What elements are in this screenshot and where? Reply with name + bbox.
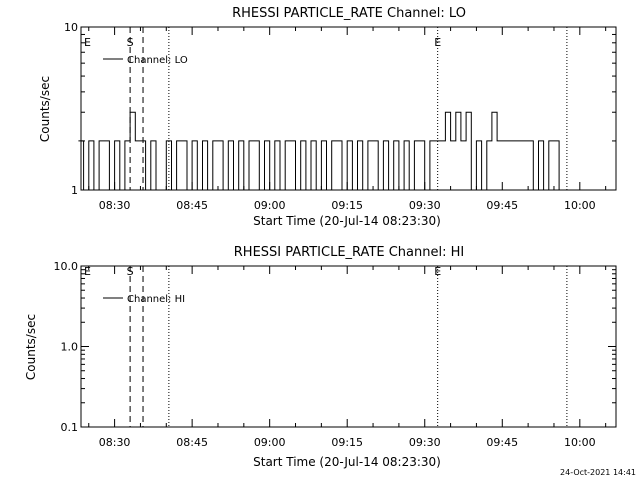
left-marker-lo: E (84, 36, 91, 49)
x-tick-label: 09:00 (254, 436, 286, 449)
panel-hi: RHESSI PARTICLE_RATE Channel: HI 0.1 1.0 1… (24, 245, 617, 469)
x-axis-label-hi: Start Time (20-Jul-14 08:23:30) (253, 455, 441, 469)
x-tick-label: 10:00 (564, 199, 596, 212)
y-tick-label: 1 (71, 184, 78, 197)
x-tick-label: 08:30 (99, 436, 131, 449)
event-marker-label: S (127, 265, 134, 278)
x-tick-label: 08:45 (176, 436, 208, 449)
event-marker-label: E (434, 36, 441, 49)
event-marker-label: E (434, 265, 441, 278)
y-tick-label: 10 (64, 21, 78, 34)
x-ticks-hi: 08:30 08:45 09:00 09:15 09:30 09:45 10:00 (88, 266, 607, 449)
legend-label-lo: Channel: LO (127, 55, 188, 66)
y-ticks-hi: 0.1 1.0 10.0 (54, 260, 616, 434)
title-hi: RHESSI PARTICLE_RATE Channel: HI (234, 245, 464, 260)
y-tick-label: 1.0 (61, 341, 79, 354)
panel-lo: RHESSI PARTICLE_RATE Channel: LO 1 10 08:… (38, 6, 617, 228)
x-tick-label: 09:15 (331, 436, 363, 449)
x-tick-label: 08:45 (176, 199, 208, 212)
x-tick-label: 09:45 (486, 436, 518, 449)
y-tick-label: 10.0 (54, 260, 79, 273)
event-marker-label: S (127, 36, 134, 49)
x-tick-label: 09:00 (254, 199, 286, 212)
x-tick-label: 08:30 (99, 199, 131, 212)
legend-hi: Channel: HI (103, 294, 185, 305)
legend-label-hi: Channel: HI (127, 294, 185, 305)
plot-frame-hi (80, 265, 617, 428)
y-tick-label: 0.1 (61, 421, 79, 434)
plot-frame-lo (80, 26, 617, 191)
x-tick-label: 10:00 (564, 436, 596, 449)
x-tick-label: 09:30 (409, 199, 441, 212)
y-ticks-lo: 1 10 (64, 21, 616, 197)
title-lo: RHESSI PARTICLE_RATE Channel: LO (232, 6, 466, 21)
x-axis-label-lo: Start Time (20-Jul-14 08:23:30) (253, 214, 441, 228)
x-tick-label: 09:30 (409, 436, 441, 449)
y-axis-label-lo: Counts/sec (38, 76, 52, 142)
x-tick-label: 09:15 (331, 199, 363, 212)
x-tick-label: 09:45 (486, 199, 518, 212)
footer-timestamp: 24-Oct-2021 14:41 (560, 468, 636, 477)
y-axis-label-hi: Counts/sec (24, 314, 38, 380)
series-line-lo (78, 111, 570, 191)
legend-lo: Channel: LO (103, 55, 188, 66)
left-marker-hi: E (84, 265, 91, 278)
